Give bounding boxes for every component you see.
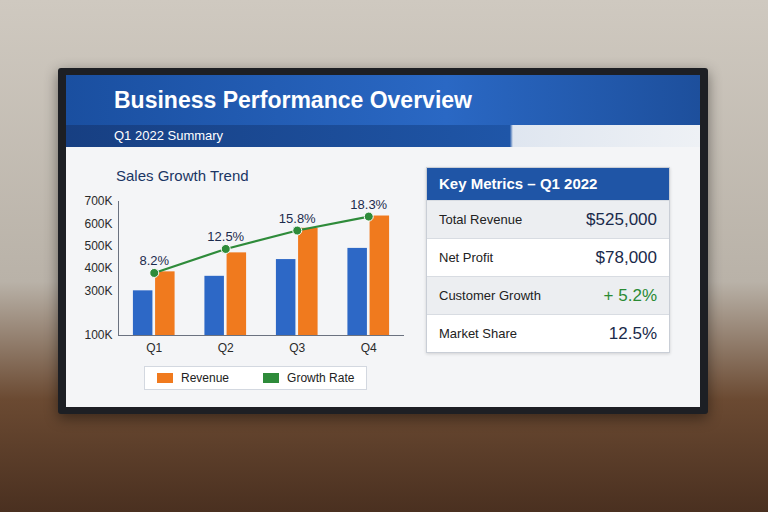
html-text:Q1 2022 Summary: Q1 2022 Summary [114,128,224,143]
html-text:Sales Growth Trend: Sales Growth Trend [116,167,249,184]
html-text:12.5%: 12.5% [608,323,657,343]
svg-text:15.8%: 15.8% [279,211,316,226]
svg-text:Q3: Q3 [289,341,305,355]
svg-text:Q4: Q4 [361,341,377,355]
html-text:$525,000: $525,000 [586,209,657,229]
html-text:$78,000: $78,000 [595,247,657,267]
svg-text:300K: 300K [84,284,112,298]
html-text:Net Profit: Net Profit [439,250,494,265]
html-text:+ 5.2%: + 5.2% [603,285,657,305]
html-text:Total Revenue: Total Revenue [439,212,523,227]
html-text:Market Share: Market Share [439,326,517,341]
svg-text:18.3%: 18.3% [350,197,387,212]
svg-text:Q2: Q2 [218,341,234,355]
svg-text:700K: 700K [84,194,112,208]
svg-text:8.2%: 8.2% [139,253,169,268]
html-text:Business Performance Overview: Business Performance Overview [114,87,472,113]
svg-text:12.5%: 12.5% [207,229,244,244]
svg-text:500K: 500K [84,239,112,253]
svg-text:100K: 100K [84,328,112,342]
html-text:Key Metrics – Q1 2022: Key Metrics – Q1 2022 [439,175,598,192]
html-text:Customer Growth: Customer Growth [439,288,541,303]
svg-text:Q1: Q1 [146,341,162,355]
svg-text:400K: 400K [84,261,112,275]
html-text:Growth Rate: Growth Rate [287,371,355,385]
html-text:Revenue: Revenue [181,371,229,385]
svg-text:600K: 600K [84,217,112,231]
